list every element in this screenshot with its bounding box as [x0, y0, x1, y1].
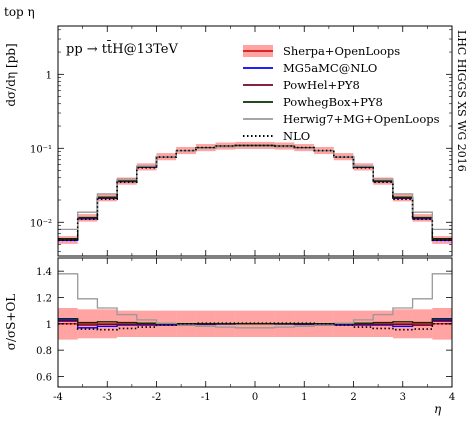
ratio-ylabel: σ/σS+OL — [4, 294, 18, 351]
legend-label: Sherpa+OpenLoops — [283, 44, 400, 58]
x-tick-label: -1 — [201, 392, 211, 403]
chart-title: top η — [4, 5, 35, 19]
main-panel: 10⁻² 10⁻¹ 1 — [30, 25, 453, 257]
main-ylabel: dσ/dη [pb] — [4, 43, 18, 106]
main-frame — [57, 25, 453, 257]
side-label: LHC HIGGS XS WG 2016 — [455, 30, 467, 172]
main-series-powhegbox-py8 — [58, 144, 452, 240]
x-tick-label: 3 — [400, 392, 406, 403]
legend: Sherpa+OpenLoops MG5aMC@NLO PowHel+PY8 Powh… — [243, 44, 440, 143]
legend-label: NLO — [283, 129, 310, 143]
x-tick-label: 2 — [350, 392, 356, 403]
x-tick-label: -2 — [152, 392, 162, 403]
ratio-ytick-label: 1.2 — [36, 293, 52, 304]
x-tick-label: 4 — [449, 392, 455, 403]
ratio-panel: 0.6 0.8 1 1.2 1.4 -4 -3 -2 -1 0 1 2 3 4 — [36, 257, 455, 403]
ratio-series-herwig7-mg-openloops — [58, 273, 452, 329]
ratio-ytick-label: 1.4 — [36, 267, 52, 278]
x-tick-label: -3 — [102, 392, 112, 403]
legend-label: PowHel+PY8 — [283, 78, 360, 92]
legend-label: Herwig7+MG+OpenLoops — [283, 112, 440, 126]
process-label: pp → tt̄H@13TeV — [66, 40, 178, 57]
legend-label: MG5aMC@NLO — [283, 61, 377, 75]
ratio-ytick-label: 0.6 — [36, 372, 52, 383]
x-tick-label: -4 — [53, 392, 63, 403]
ratio-ytick-label: 1 — [46, 320, 52, 331]
main-ytick-label: 10⁻² — [30, 218, 52, 229]
x-tick-label: 0 — [252, 392, 258, 403]
ratio-ytick-label: 0.8 — [36, 346, 52, 357]
x-axis-label: η — [434, 402, 442, 416]
main-series-nlo — [58, 144, 452, 242]
main-series-herwig7-mg-openloops — [58, 145, 452, 231]
legend-label: PowhegBox+PY8 — [283, 95, 383, 109]
main-ytick-label: 10⁻¹ — [30, 144, 52, 155]
ratio-series-nlo — [58, 322, 452, 331]
main-ytick-label: 1 — [46, 70, 52, 81]
x-tick-label: 1 — [301, 392, 307, 403]
